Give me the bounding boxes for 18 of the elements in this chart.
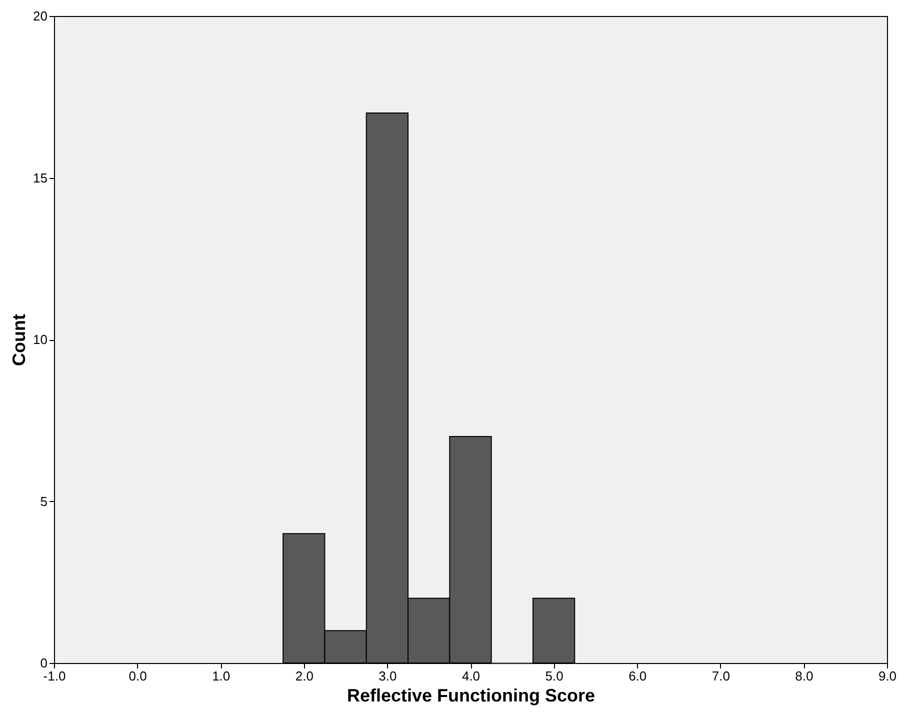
x-tick-label: 3.0 bbox=[378, 668, 397, 684]
x-tick-label: 4.0 bbox=[462, 668, 480, 684]
x-tick-label: 5.0 bbox=[545, 668, 564, 684]
y-tick-label: 0 bbox=[40, 656, 48, 670]
x-tick-label: 1.0 bbox=[212, 668, 230, 684]
x-tick-label: 6.0 bbox=[628, 668, 647, 684]
y-tick-label: 5 bbox=[40, 494, 48, 509]
y-tick-label: 20 bbox=[33, 8, 48, 24]
x-axis-title: Reflective Functioning Score bbox=[346, 686, 596, 706]
x-tick-label: 0.0 bbox=[128, 668, 147, 684]
x-tick-label: 9.0 bbox=[878, 668, 897, 684]
x-tick-label: 8.0 bbox=[795, 668, 814, 684]
x-tick-label: 7.0 bbox=[712, 668, 730, 684]
x-tick-label: 2.0 bbox=[295, 668, 314, 684]
y-tick-label: 15 bbox=[33, 170, 48, 186]
y-tick-label: 10 bbox=[33, 332, 48, 347]
x-tick-label: -1.0 bbox=[43, 668, 66, 684]
y-axis-title: Count bbox=[9, 314, 30, 366]
